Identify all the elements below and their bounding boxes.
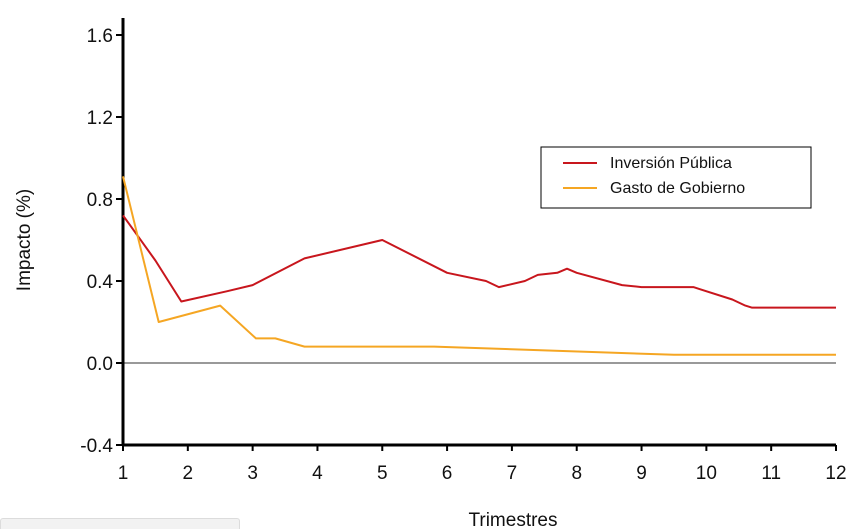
y-tick-label: 0.0 xyxy=(87,354,113,375)
legend: Inversión Pública Gasto de Gobierno xyxy=(541,147,811,208)
series-line-inversion-publica xyxy=(123,215,836,307)
x-tick-label: 2 xyxy=(183,463,194,484)
x-tick-label: 11 xyxy=(761,463,781,484)
y-tick-label: 1.2 xyxy=(87,108,113,129)
x-tick-label: 7 xyxy=(507,463,518,484)
y-tick-label: -0.4 xyxy=(80,436,113,457)
x-tick-label: 8 xyxy=(571,463,582,484)
x-tick-label: 3 xyxy=(247,463,258,484)
x-tick-label: 12 xyxy=(825,463,846,484)
legend-label-gasto-de-gobierno: Gasto de Gobierno xyxy=(610,180,745,197)
legend-label-inversion-publica: Inversión Pública xyxy=(610,155,732,172)
bottom-scroll-strip xyxy=(0,518,240,529)
x-tick-label: 5 xyxy=(377,463,388,484)
x-axis-title: Trimestres xyxy=(468,510,557,529)
x-tick-label: 6 xyxy=(442,463,453,484)
y-tick-label: 0.4 xyxy=(87,272,114,293)
x-tick-label: 1 xyxy=(118,463,129,484)
x-tick-label: 4 xyxy=(312,463,323,484)
y-axis-title: Impacto (%) xyxy=(14,189,35,291)
x-tick-label: 10 xyxy=(696,463,717,484)
x-tick-label: 9 xyxy=(636,463,647,484)
y-tick-label: 0.8 xyxy=(87,190,113,211)
y-tick-label: 1.6 xyxy=(87,26,113,47)
